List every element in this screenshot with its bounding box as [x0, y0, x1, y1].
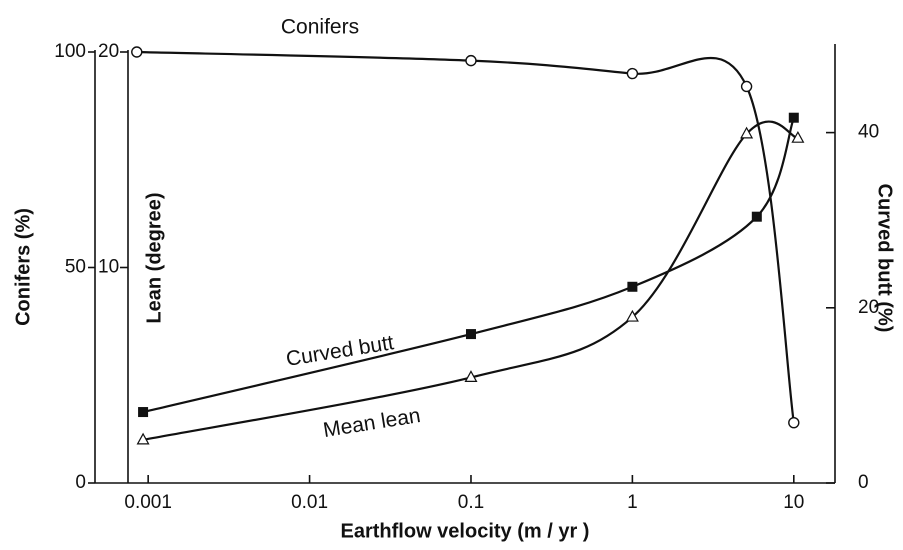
marker — [627, 281, 638, 292]
marker — [465, 54, 477, 67]
x-tick-label: 0.001 — [124, 492, 172, 513]
x-tick-label: 10 — [783, 492, 804, 513]
marker — [751, 211, 762, 222]
marker — [625, 309, 639, 322]
y-axis-title: Conifers (%) — [12, 208, 34, 326]
y-tick-label: 50 — [65, 257, 86, 278]
marker — [626, 67, 639, 80]
y2-axis-title: Lean (degree) — [143, 192, 165, 323]
y2-tick-label: 10 — [98, 257, 119, 278]
series-line — [142, 117, 795, 414]
marker — [131, 46, 143, 58]
series-line — [136, 50, 795, 423]
annotation: Conifers — [281, 16, 359, 39]
y3-tick-label: 0 — [858, 472, 869, 493]
marker — [788, 112, 799, 123]
y2-tick-label: 20 — [98, 41, 119, 62]
x-tick-label: 0.1 — [458, 492, 484, 513]
marker — [788, 416, 800, 429]
series-line — [142, 120, 799, 441]
x-tick-label: 0.01 — [291, 492, 328, 513]
y3-tick-label: 40 — [858, 122, 879, 143]
annotation: Mean lean — [322, 404, 422, 442]
x-tick-label: 1 — [627, 492, 638, 513]
marker — [740, 80, 753, 93]
marker — [138, 407, 149, 418]
y-tick-label: 100 — [54, 41, 86, 62]
marker — [464, 370, 478, 383]
y3-axis-title: Curved butt (%) — [874, 184, 896, 333]
marker — [740, 126, 754, 139]
marker — [791, 130, 805, 143]
y3-tick-label: 20 — [858, 297, 879, 318]
marker — [136, 432, 150, 445]
x-axis-title: Earthflow velocity (m / yr ) — [341, 520, 590, 542]
marker — [465, 329, 476, 340]
y-tick-label: 0 — [75, 472, 86, 493]
